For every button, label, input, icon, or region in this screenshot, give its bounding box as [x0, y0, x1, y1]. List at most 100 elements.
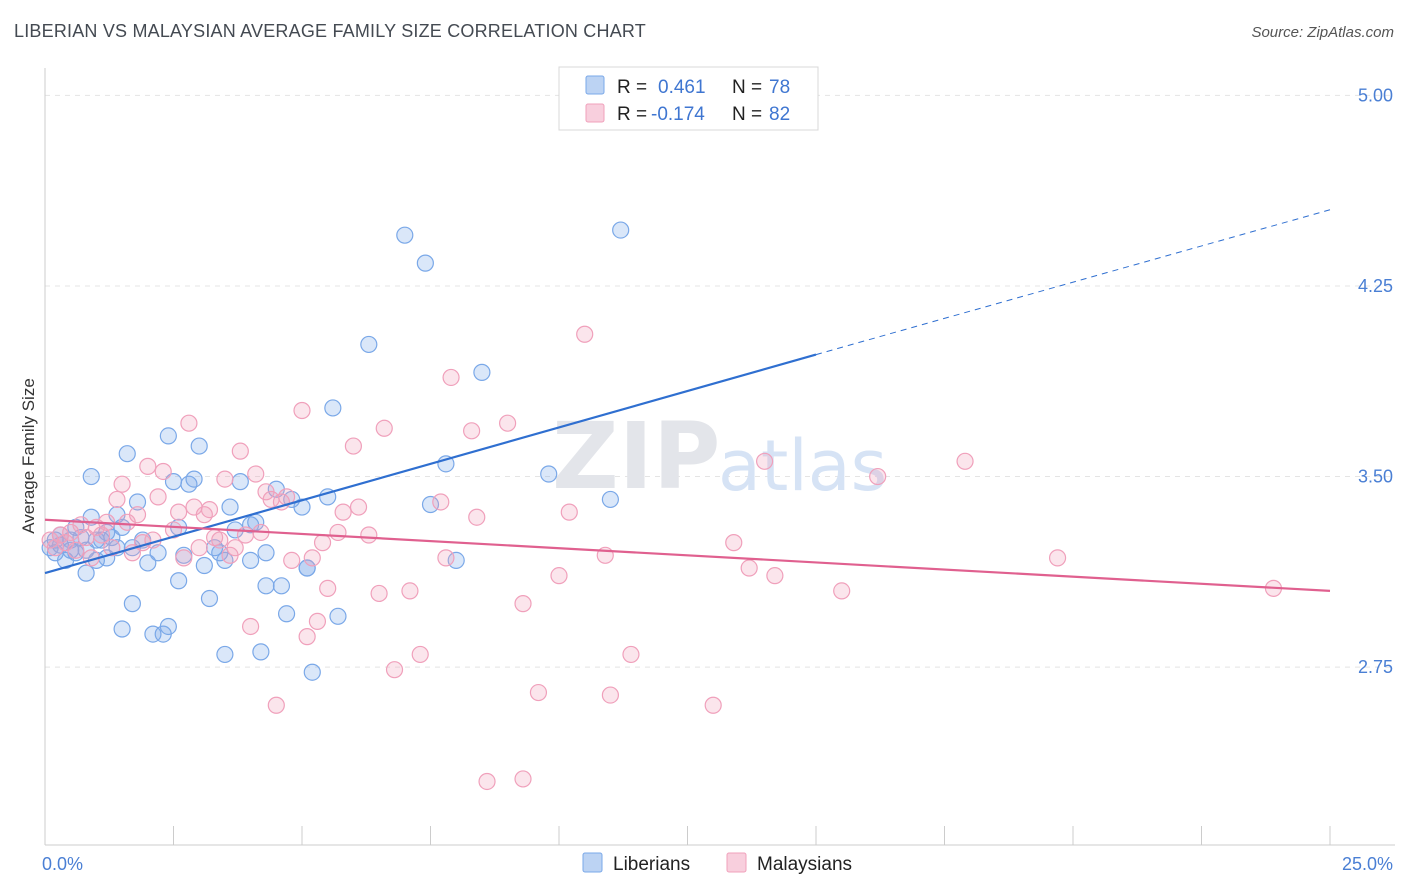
bottom-legend-label-liberians: Liberians [613, 854, 690, 875]
malaysian-point-83 [766, 567, 784, 585]
malaysian-point-59 [375, 419, 393, 437]
malaysian-point-39 [247, 465, 265, 483]
malaysian-point-5 [67, 541, 85, 559]
malaysian-point-79 [704, 696, 722, 714]
malaysian-point-72 [529, 683, 548, 702]
liberian-point-70 [396, 226, 414, 244]
liberian-point-56 [257, 544, 275, 562]
malaysian-point-65 [442, 368, 460, 387]
liberian-point-52 [242, 551, 260, 570]
malaysian-point-77 [601, 686, 620, 704]
liberian-point-62 [293, 498, 311, 516]
liberian-point-34 [159, 427, 177, 445]
liberian-point-68 [329, 607, 347, 625]
legend-r-label-1: R = [617, 77, 647, 98]
malaysian-point-67 [468, 508, 486, 526]
liberian-point-44 [200, 589, 219, 608]
malaysian-point-26 [180, 414, 198, 432]
legend-r-value-1: 0.461 [658, 77, 706, 98]
legend: R = 0.461 N = 78 R = -0.174 N = 82 [558, 66, 819, 131]
liberian-point-55 [252, 643, 270, 661]
malaysian-point-17 [128, 506, 147, 524]
malaysian-point-86 [956, 452, 974, 470]
liberian-point-51 [231, 473, 249, 491]
bottom-legend: Liberians Malaysians [582, 852, 852, 875]
malaysian-point-21 [149, 488, 167, 506]
y-tick-label-0: 2.75 [1358, 657, 1393, 677]
liberian-point-30 [139, 554, 157, 572]
legend-n-label-1: N = [732, 77, 762, 98]
liberian-point-35 [159, 617, 177, 636]
liberian-point-14 [82, 467, 100, 486]
legend-swatch-liberians [585, 75, 605, 95]
watermark-zip: ZIP [552, 403, 720, 510]
legend-n-value-1: 78 [769, 77, 790, 98]
malaysian-point-64 [437, 549, 455, 567]
liberian-point-67 [324, 399, 342, 417]
liberian-point-11 [77, 564, 95, 582]
malaysian-point-85 [869, 467, 887, 486]
malaysian-point-63 [432, 493, 450, 511]
malaysian-point-30 [200, 500, 219, 519]
malaysian-point-81 [740, 559, 758, 577]
malaysian-point-73 [550, 567, 568, 585]
malaysian-point-47 [293, 401, 311, 420]
liberian-point-78 [612, 221, 630, 239]
malaysian-point-74 [560, 503, 578, 521]
malaysian-point-56 [349, 498, 368, 516]
liberian-point-74 [447, 551, 465, 570]
liberian-point-23 [113, 620, 131, 638]
bottom-legend-swatch-malaysians [726, 852, 747, 873]
malaysian-point-37 [236, 526, 255, 544]
malaysian-point-57 [360, 526, 378, 544]
malaysian-point-55 [344, 437, 362, 455]
malaysian-point-35 [226, 539, 244, 557]
liberian-point-41 [185, 470, 203, 488]
liberian-point-49 [221, 498, 239, 516]
legend-r-value-2: -0.174 [651, 104, 705, 125]
liberian-point-76 [540, 465, 558, 483]
malaysian-point-71 [514, 595, 532, 613]
malaysian-point-48 [298, 628, 316, 646]
malaysian-point-25 [175, 549, 193, 567]
liberian-point-20 [103, 528, 121, 547]
malaysian-point-61 [401, 582, 419, 600]
malaysian-point-82 [755, 452, 774, 470]
malaysian-point-36 [231, 442, 249, 460]
malaysian-point-53 [329, 523, 347, 542]
liberian-point-42 [190, 437, 208, 455]
liberian-point-48 [216, 645, 234, 664]
x-tick-label-1: 25.0% [1342, 854, 1393, 874]
bottom-legend-swatch-liberians [582, 852, 603, 873]
y-tick-label-1: 3.50 [1358, 467, 1393, 487]
source-label: Source: ZipAtlas.com [1251, 24, 1394, 41]
liberian-point-64 [298, 559, 316, 577]
y-tick-label-3: 5.00 [1358, 85, 1393, 105]
liberian-point-60 [277, 605, 296, 623]
malaysian-point-75 [576, 325, 594, 343]
malaysian-point-78 [622, 645, 640, 664]
legend-n-value-2: 82 [769, 104, 790, 125]
liberian-point-27 [123, 595, 141, 613]
malaysian-point-87 [1048, 549, 1067, 567]
data-points [41, 221, 1283, 791]
watermark: ZIP atlas [552, 403, 887, 510]
liberian-point-40 [180, 475, 198, 493]
liberian-point-72 [421, 495, 440, 514]
axes [44, 68, 1395, 846]
malaysian-point-10 [92, 526, 111, 544]
malaysian-point-22 [154, 462, 172, 481]
malaysian-point-84 [833, 582, 851, 600]
malaysian-point-54 [334, 503, 352, 521]
liberian-point-75 [473, 363, 491, 381]
malaysian-point-24 [170, 503, 188, 521]
liberian-point-65 [303, 663, 321, 681]
liberian-point-28 [128, 493, 147, 511]
x-tick-label-0: 0.0% [42, 854, 83, 874]
legend-r-label-2: R = [617, 104, 647, 125]
liberian-point-32 [149, 544, 167, 562]
malaysian-point-52 [319, 579, 337, 597]
malaysian-point-58 [370, 584, 388, 603]
liberian-point-57 [257, 577, 275, 595]
